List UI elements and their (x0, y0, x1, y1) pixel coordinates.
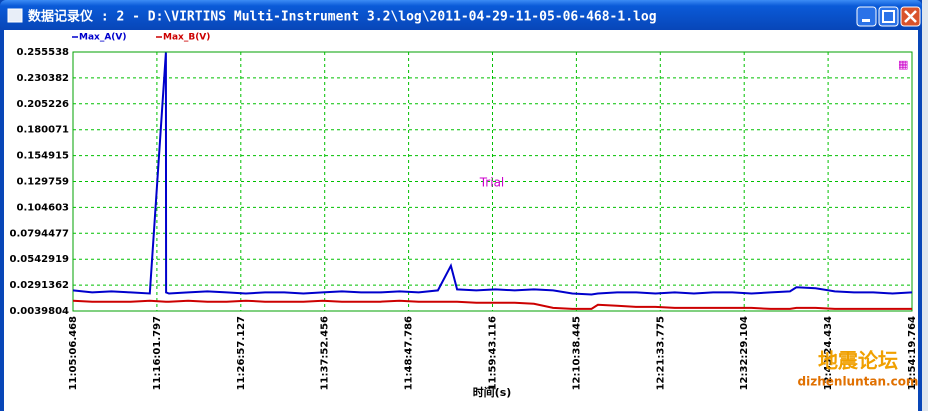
watermark-url: dizhenluntan.com (798, 375, 919, 389)
y-tick-label: 0.129759 (16, 177, 69, 188)
y-tick-label: 0.205226 (16, 99, 69, 110)
x-tick-label: 12:54:19.764 (907, 316, 918, 390)
title-bar (0, 0, 922, 30)
data-line (72, 299, 912, 310)
y-tick-label: 0.104603 (16, 202, 69, 213)
minimize-icon (862, 19, 870, 22)
x-tick-label: 11:59:43.116 (488, 316, 499, 390)
maximize-icon (882, 10, 895, 23)
x-tick-label: 12:10:38.445 (571, 316, 582, 390)
app-icon (7, 8, 23, 23)
chart: 0.0039804 0.0291362 0.0542919 0.0794477 0.10… (10, 33, 918, 391)
x-tick-label: 12:43:24.434 (823, 316, 834, 390)
watermark-title: 地震论坛 (818, 349, 898, 373)
x-axis-label: 时间(s) (473, 385, 512, 399)
y-tick-label: 0.0542919 (10, 254, 70, 265)
x-tick-label: 12:21:33.775 (655, 316, 666, 390)
window-buttons[interactable] (856, 6, 921, 27)
y-tick-label: 0.230382 (16, 73, 69, 84)
y-tick-label: 0.180071 (16, 125, 69, 136)
legend-label: Max_A(V) (79, 33, 127, 43)
x-tick-label: 11:16:01.797 (152, 316, 163, 390)
x-tick-label: 11:48:47.786 (404, 316, 415, 390)
x-tick-label: 12:32:29.104 (739, 316, 750, 390)
maximize-button[interactable] (878, 6, 899, 27)
y-tick-label: 0.0794477 (10, 228, 70, 239)
annotation: Trial (479, 176, 505, 190)
x-tick-label: 11:05:06.468 (68, 316, 79, 390)
x-tick-label: 11:37:52.456 (320, 316, 331, 390)
y-tick-label: 0.0291362 (10, 280, 70, 291)
window-title: 数据记录仪 : 2 - D:\VIRTINS Multi-Instrument … (28, 9, 657, 25)
close-icon (904, 10, 917, 23)
data-line (72, 52, 913, 296)
minimize-button[interactable] (856, 6, 877, 27)
legend-label: Max_B(V) (163, 33, 210, 43)
y-tick-label: 0.255538 (16, 47, 69, 58)
y-tick-label: 0.0039804 (10, 306, 70, 317)
y-tick-label: 0.154915 (16, 151, 69, 162)
tool-icon: ▦ (898, 58, 908, 71)
x-tick-label: 11:26:57.127 (236, 316, 247, 390)
